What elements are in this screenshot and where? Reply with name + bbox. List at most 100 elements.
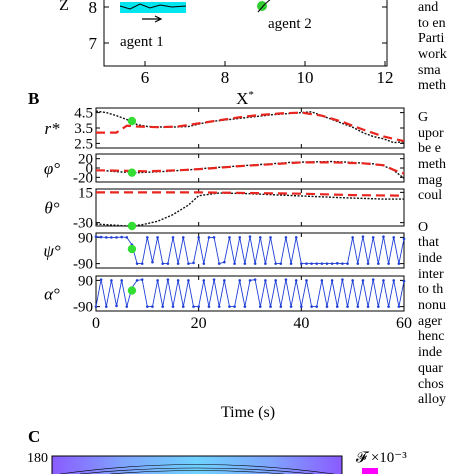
series-point — [258, 236, 262, 239]
subplot-2: φ° 200-20 — [44, 152, 405, 186]
series-point — [294, 236, 298, 239]
series-fit-line — [96, 191, 405, 197]
panel-a-xtick-label: 8 — [221, 68, 230, 87]
agent1-trajectory — [119, 3, 187, 10]
series-point — [289, 262, 293, 265]
series-point — [99, 278, 103, 281]
side-text-line: nonu — [418, 298, 446, 314]
series-point — [310, 262, 313, 265]
subplot-3: θ° 15 -30 — [44, 185, 405, 232]
series-point — [192, 305, 195, 308]
panel-b-label: B — [28, 89, 39, 108]
time-tick-label: 0 — [92, 315, 100, 332]
series-point — [382, 279, 385, 282]
series-point — [146, 305, 149, 308]
panel-a: Z 8 7 6 8 10 12 X* agent 1 agent 2 — [59, 0, 394, 108]
series-point — [238, 279, 242, 282]
series-point — [366, 262, 370, 265]
subplot-ylabel: θ° — [44, 199, 59, 218]
series-point — [125, 236, 129, 239]
side-text-line: to en — [418, 15, 446, 31]
subplot-frame — [95, 232, 405, 269]
panel-c-ytick-180: 180 — [27, 451, 48, 466]
series-point — [279, 305, 283, 308]
subplot-frame — [95, 275, 405, 312]
side-text-line: inde — [418, 251, 443, 266]
series-point — [207, 305, 211, 308]
side-text-line: ager — [418, 313, 443, 329]
series-point — [274, 279, 277, 282]
panel-a-xtick-label: 12 — [377, 68, 394, 87]
ytick-label: 0 — [86, 161, 94, 177]
side-text-line: henc — [418, 329, 445, 345]
side-text-line: coul — [418, 188, 443, 204]
series-measured-line — [95, 236, 405, 265]
series-point — [115, 304, 118, 308]
subplot-5: α° 90 -900 20 40 60 — [44, 273, 412, 332]
series-point — [176, 262, 180, 265]
series-point — [361, 279, 365, 282]
side-text-line: inter — [418, 266, 444, 282]
series-point — [140, 278, 144, 281]
series-point — [335, 262, 339, 265]
series-point — [387, 262, 390, 265]
series-point — [120, 279, 123, 282]
green-marker — [127, 116, 137, 126]
series-point — [294, 279, 298, 282]
panel-a-xtick-label: 10 — [297, 68, 314, 87]
subplot-frame — [95, 153, 405, 183]
series-point — [110, 236, 113, 239]
series-point — [335, 305, 339, 308]
side-text-line: G — [418, 109, 429, 125]
panel-a-ytick-8: 8 — [89, 0, 98, 17]
series-point — [300, 305, 303, 308]
series-point — [99, 235, 103, 239]
series-point — [341, 278, 344, 281]
side-text-line: to th — [418, 282, 444, 298]
series-point — [371, 278, 375, 281]
series-point — [146, 236, 149, 239]
ytick-label: 90 — [78, 273, 93, 289]
subplot-ylabel: ψ° — [43, 242, 61, 261]
series-point — [305, 279, 308, 282]
ytick-label: 2.5 — [74, 136, 93, 152]
series-point — [315, 305, 319, 308]
series-point — [315, 262, 319, 265]
series-point — [212, 278, 216, 281]
series-point — [140, 262, 144, 265]
green-marker — [127, 244, 137, 254]
series-point — [197, 305, 200, 308]
series-point — [310, 305, 313, 308]
series-fit-line — [95, 161, 405, 175]
series-point — [135, 262, 139, 265]
series-point — [392, 236, 396, 239]
series-point — [289, 305, 293, 308]
side-text-line: O — [418, 219, 429, 235]
panel-a-xtick-label: 6 — [141, 68, 150, 87]
panel-c-colorbar-label: 𝓕 ×10⁻³ — [356, 450, 407, 466]
series-point — [187, 279, 190, 282]
panel-a-xticks: 6 8 10 12 — [141, 61, 394, 87]
series-measured-line — [95, 160, 405, 179]
series-point — [284, 236, 288, 239]
series-point — [156, 279, 159, 282]
series-point — [330, 279, 334, 282]
series-measured-line — [95, 192, 404, 227]
side-text-line: mag — [418, 172, 443, 188]
series-point — [253, 262, 257, 265]
subplot-ylabel: r* — [44, 119, 60, 138]
ytick-label: -20 — [73, 170, 93, 186]
ytick-label: 4.5 — [74, 106, 93, 122]
time-axis-label: Time (s) — [221, 404, 275, 421]
series-point — [402, 237, 406, 241]
series-point — [346, 262, 349, 265]
panel-b: r*4.53.52.5φ° 200-20θ°15-30ψ°90-90α°90-90… — [43, 106, 412, 332]
series-point — [223, 279, 226, 282]
series-point — [187, 262, 190, 265]
subplot-4: ψ° 90 -90 — [43, 230, 406, 273]
series-point — [325, 305, 329, 308]
agent2-trajectory — [257, 0, 271, 13]
series-point — [181, 236, 185, 239]
series-point — [371, 236, 375, 239]
series-point — [387, 305, 390, 308]
